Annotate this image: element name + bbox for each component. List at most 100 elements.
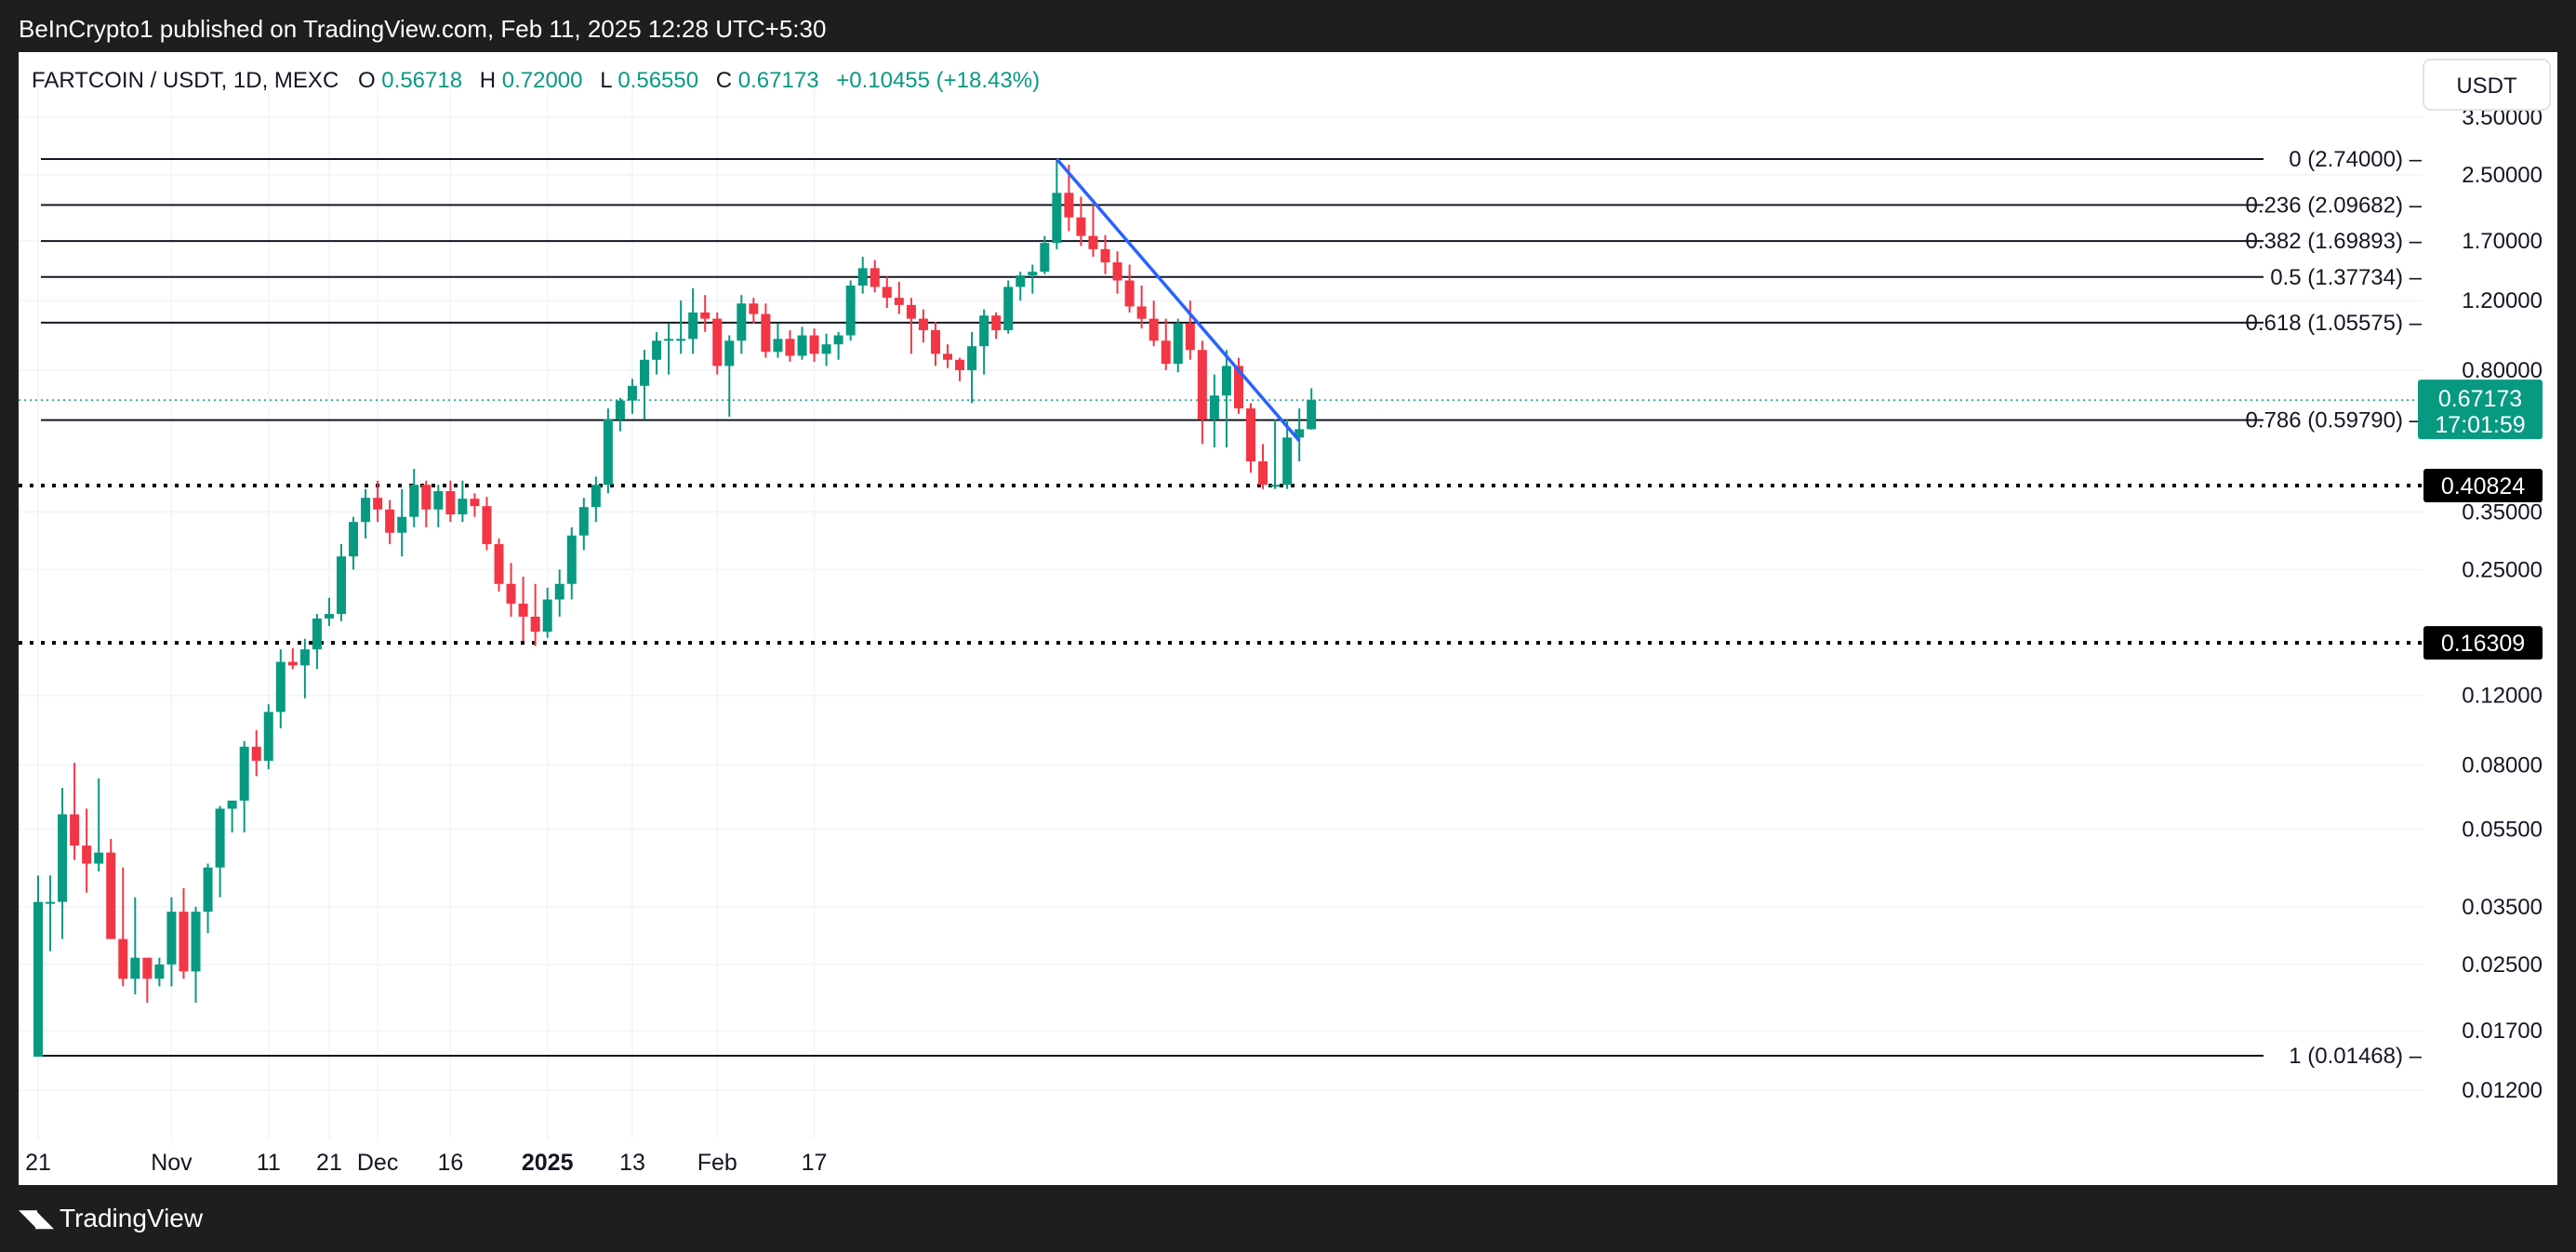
- candle-down[interactable]: [530, 583, 540, 646]
- currency-button[interactable]: USDT: [2423, 59, 2551, 111]
- candle-down[interactable]: [991, 312, 1002, 340]
- candle-down[interactable]: [749, 298, 759, 324]
- candle-up[interactable]: [845, 280, 856, 341]
- candle-down[interactable]: [1112, 251, 1122, 294]
- candle-up[interactable]: [166, 897, 177, 987]
- candle-down[interactable]: [870, 260, 880, 293]
- candle-up[interactable]: [227, 800, 237, 832]
- currency-label[interactable]: USDT: [2456, 73, 2517, 99]
- candle-up[interactable]: [1295, 408, 1305, 462]
- candle-down[interactable]: [894, 281, 904, 314]
- candle-down[interactable]: [494, 538, 504, 592]
- candle-up[interactable]: [130, 897, 140, 994]
- candle-down[interactable]: [1185, 300, 1195, 360]
- candle-up[interactable]: [797, 326, 807, 360]
- candle-up[interactable]: [58, 788, 68, 939]
- time-axis[interactable]: 21 Nov 11 21 Dec 16 2025 13 Feb 17: [25, 1150, 827, 1176]
- candle-up[interactable]: [1003, 280, 1014, 334]
- candle-up[interactable]: [1028, 264, 1038, 294]
- candle-down[interactable]: [142, 957, 153, 1003]
- price-axis[interactable]: 3.500002.500001.700001.200000.800000.350…: [2423, 52, 2557, 1185]
- candle-down[interactable]: [882, 276, 892, 309]
- candle-up[interactable]: [1209, 374, 1219, 447]
- candle-up[interactable]: [94, 778, 104, 872]
- candle-up[interactable]: [1016, 272, 1026, 301]
- candle-down[interactable]: [712, 312, 723, 375]
- candle-up[interactable]: [337, 544, 346, 621]
- candle-up[interactable]: [33, 875, 43, 1058]
- candle-up[interactable]: [458, 480, 468, 523]
- candle-down[interactable]: [106, 838, 116, 939]
- candle-down[interactable]: [445, 480, 456, 523]
- candle-up[interactable]: [1307, 388, 1317, 430]
- candle-down[interactable]: [373, 480, 383, 523]
- candle-up[interactable]: [542, 587, 552, 638]
- candle-down[interactable]: [1076, 196, 1086, 246]
- candle-up[interactable]: [46, 875, 56, 952]
- candle-down[interactable]: [70, 763, 80, 860]
- candle-up[interactable]: [724, 335, 735, 417]
- candle-down[interactable]: [1088, 205, 1098, 258]
- candle-down[interactable]: [1258, 444, 1268, 489]
- candle-up[interactable]: [640, 350, 649, 420]
- candle-up[interactable]: [773, 323, 783, 358]
- candle-down[interactable]: [906, 298, 916, 354]
- candlesticks[interactable]: [33, 159, 1317, 1058]
- candle-up[interactable]: [1270, 419, 1281, 489]
- candle-down[interactable]: [421, 480, 432, 527]
- candle-up[interactable]: [857, 257, 868, 294]
- candle-up[interactable]: [397, 488, 407, 557]
- candle-up[interactable]: [821, 333, 831, 366]
- candle-up[interactable]: [737, 295, 747, 354]
- candle-down[interactable]: [943, 344, 952, 368]
- candle-up[interactable]: [676, 300, 686, 354]
- candle-up[interactable]: [1282, 419, 1293, 489]
- candle-down[interactable]: [1197, 340, 1207, 445]
- tradingview-logo[interactable]: ◥◣ TradingView: [19, 1204, 203, 1233]
- candle-up[interactable]: [1040, 235, 1050, 274]
- candle-down[interactable]: [518, 576, 528, 641]
- candle-up[interactable]: [566, 526, 577, 600]
- fibonacci-retracement[interactable]: 0 (2.74000) – 0.236 (2.09682) – 0.382 (1.6…: [41, 147, 2423, 1069]
- candle-down[interactable]: [118, 867, 128, 987]
- candle-up[interactable]: [312, 614, 322, 670]
- candle-down[interactable]: [700, 295, 710, 332]
- candle-down[interactable]: [1124, 264, 1135, 313]
- candle-up[interactable]: [409, 469, 419, 527]
- candle-up[interactable]: [349, 516, 359, 570]
- candle-down[interactable]: [918, 309, 928, 343]
- candle-up[interactable]: [191, 906, 201, 1003]
- candle-up[interactable]: [688, 287, 698, 354]
- candle-up[interactable]: [275, 649, 285, 729]
- candle-up[interactable]: [967, 331, 977, 404]
- candle-up[interactable]: [215, 806, 225, 898]
- candle-down[interactable]: [506, 563, 516, 617]
- candle-up[interactable]: [299, 638, 310, 699]
- price-chart[interactable]: 0 (2.74000) – 0.236 (2.09682) – 0.382 (1.6…: [19, 52, 2557, 1185]
- candle-up[interactable]: [203, 863, 213, 934]
- candle-up[interactable]: [591, 476, 601, 523]
- candle-up[interactable]: [154, 957, 165, 987]
- candle-up[interactable]: [664, 323, 674, 375]
- candle-down[interactable]: [385, 499, 395, 545]
- candle-down[interactable]: [1100, 234, 1110, 274]
- candle-down[interactable]: [1149, 300, 1159, 347]
- candle-down[interactable]: [785, 329, 795, 362]
- candle-up[interactable]: [324, 597, 334, 626]
- candle-up[interactable]: [239, 740, 249, 832]
- candle-up[interactable]: [833, 331, 843, 360]
- candle-up[interactable]: [1221, 350, 1231, 447]
- descending-trendline[interactable]: [1056, 157, 1301, 442]
- candle-down[interactable]: [809, 328, 819, 362]
- candle-down[interactable]: [1064, 165, 1074, 232]
- candle-down[interactable]: [470, 493, 480, 517]
- chart-panel[interactable]: 0 (2.74000) – 0.236 (2.09682) – 0.382 (1.6…: [19, 52, 2557, 1185]
- candle-down[interactable]: [1161, 318, 1171, 370]
- candle-down[interactable]: [179, 887, 189, 979]
- candle-down[interactable]: [251, 730, 261, 777]
- candle-up[interactable]: [979, 309, 989, 375]
- currency-button-frame[interactable]: [2423, 59, 2551, 111]
- candle-up[interactable]: [603, 408, 613, 494]
- candle-down[interactable]: [1233, 357, 1243, 414]
- candle-up[interactable]: [1173, 318, 1183, 373]
